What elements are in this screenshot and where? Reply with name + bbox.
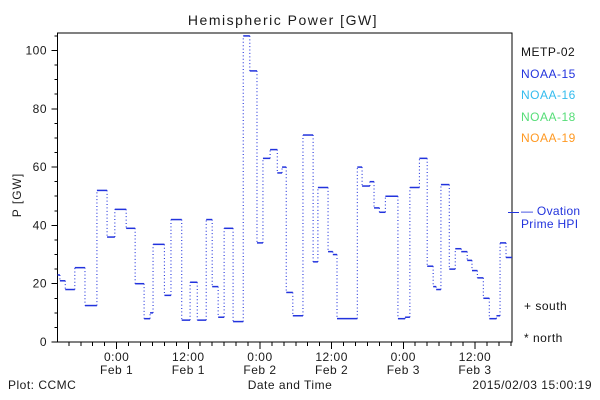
svg-text:0:00: 0:00: [391, 350, 416, 364]
legend-line-sample-icon: [508, 212, 519, 213]
legend-item-noaa15: NOAA-15: [521, 66, 576, 81]
plot-timestamp: 2015/02/03 15:00:19: [472, 378, 592, 392]
legend-item-noaa19: NOAA-19: [521, 131, 576, 145]
hpi-step-curve: [57, 35, 512, 323]
legend-series-label: — Ovation Prime HPI: [521, 205, 580, 231]
south-marker-label: + south: [524, 299, 568, 313]
svg-text:80: 80: [33, 102, 47, 116]
svg-text:100: 100: [25, 43, 47, 57]
legend-item-noaa18: NOAA-18: [521, 109, 576, 124]
legend-series-label-line2: Prime HPI: [521, 217, 579, 231]
svg-text:Feb 2: Feb 2: [243, 363, 276, 377]
plot-credit: Plot: CCMC: [8, 378, 77, 392]
svg-text:Feb 3: Feb 3: [458, 363, 491, 377]
svg-text:12:00: 12:00: [315, 350, 348, 364]
legend-item-noaa16: NOAA-16: [521, 88, 576, 102]
svg-text:Feb 1: Feb 1: [172, 363, 205, 377]
svg-text:12:00: 12:00: [459, 350, 492, 364]
north-marker-label: * north: [524, 331, 563, 345]
x-axis-label: Date and Time: [247, 378, 333, 392]
svg-text:0:00: 0:00: [247, 350, 272, 364]
svg-text:12:00: 12:00: [172, 350, 205, 364]
svg-text:Feb 3: Feb 3: [387, 363, 420, 377]
page-title: Hemispheric Power [GW]: [187, 12, 379, 28]
svg-text:20: 20: [33, 277, 47, 291]
svg-text:Feb 1: Feb 1: [100, 363, 133, 377]
axis-frame: [51, 32, 513, 349]
svg-text:Feb 2: Feb 2: [315, 363, 348, 377]
svg-text:40: 40: [33, 218, 47, 232]
svg-text:60: 60: [33, 160, 47, 174]
svg-text:0:00: 0:00: [104, 350, 129, 364]
legend-series-label-line1: — Ovation: [521, 204, 581, 218]
svg-text:0: 0: [40, 335, 47, 349]
legend-item-metp02: METP-02: [521, 45, 576, 59]
